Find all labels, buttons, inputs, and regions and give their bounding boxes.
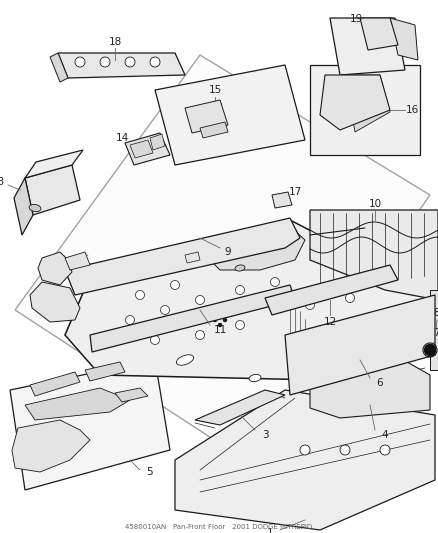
Text: 6: 6 xyxy=(376,378,382,388)
Polygon shape xyxy=(344,75,389,132)
Text: 18: 18 xyxy=(108,37,121,47)
Polygon shape xyxy=(25,150,83,178)
Text: 4580010AN   Pan-Front Floor   2001 DODGE INTREPID: 4580010AN Pan-Front Floor 2001 DODGE INT… xyxy=(125,524,312,530)
Circle shape xyxy=(270,278,279,287)
Polygon shape xyxy=(25,165,80,215)
Circle shape xyxy=(135,290,144,300)
Polygon shape xyxy=(25,388,130,420)
Text: 11: 11 xyxy=(213,325,226,335)
Polygon shape xyxy=(85,362,125,381)
Text: 3: 3 xyxy=(261,430,268,440)
Circle shape xyxy=(100,57,110,67)
Text: 12: 12 xyxy=(323,317,336,327)
Text: 14: 14 xyxy=(115,133,128,143)
Polygon shape xyxy=(184,100,227,133)
Ellipse shape xyxy=(248,374,260,382)
Polygon shape xyxy=(329,18,404,75)
Text: 13: 13 xyxy=(0,177,5,187)
Polygon shape xyxy=(150,134,165,150)
Text: 16: 16 xyxy=(404,105,418,115)
Polygon shape xyxy=(200,222,304,270)
Circle shape xyxy=(299,445,309,455)
Polygon shape xyxy=(14,178,33,235)
Polygon shape xyxy=(359,18,397,50)
Text: 15: 15 xyxy=(208,85,221,95)
Polygon shape xyxy=(65,252,90,270)
Circle shape xyxy=(223,319,226,321)
Circle shape xyxy=(235,286,244,295)
Polygon shape xyxy=(58,53,184,78)
Polygon shape xyxy=(30,282,80,322)
Circle shape xyxy=(150,57,159,67)
Circle shape xyxy=(339,445,349,455)
Polygon shape xyxy=(175,390,434,530)
Polygon shape xyxy=(265,265,397,315)
Text: 1: 1 xyxy=(266,528,273,533)
Ellipse shape xyxy=(176,355,193,365)
Polygon shape xyxy=(12,420,90,472)
Polygon shape xyxy=(184,252,200,263)
Circle shape xyxy=(125,316,134,325)
Polygon shape xyxy=(15,55,429,460)
Polygon shape xyxy=(155,65,304,165)
Polygon shape xyxy=(10,360,170,490)
Polygon shape xyxy=(309,210,437,300)
Circle shape xyxy=(75,57,85,67)
Circle shape xyxy=(305,301,314,310)
Circle shape xyxy=(345,294,354,303)
Text: 5: 5 xyxy=(146,467,153,477)
Text: 8: 8 xyxy=(433,308,438,318)
Text: 19: 19 xyxy=(349,14,362,24)
Circle shape xyxy=(355,335,364,344)
Polygon shape xyxy=(30,372,80,396)
Circle shape xyxy=(195,330,204,340)
Circle shape xyxy=(125,57,135,67)
Circle shape xyxy=(424,344,434,356)
Polygon shape xyxy=(90,285,294,352)
Circle shape xyxy=(379,445,389,455)
Text: 10: 10 xyxy=(367,199,381,209)
Circle shape xyxy=(160,305,169,314)
Circle shape xyxy=(218,324,221,327)
Polygon shape xyxy=(130,140,153,158)
Polygon shape xyxy=(115,388,148,402)
Circle shape xyxy=(213,319,216,321)
Polygon shape xyxy=(65,218,299,295)
Polygon shape xyxy=(50,53,68,82)
Polygon shape xyxy=(309,358,429,418)
Polygon shape xyxy=(38,252,72,285)
Circle shape xyxy=(235,320,244,329)
Polygon shape xyxy=(429,290,437,370)
Polygon shape xyxy=(284,295,434,395)
Polygon shape xyxy=(309,65,419,155)
Circle shape xyxy=(170,280,179,289)
Text: 4: 4 xyxy=(381,430,388,440)
Text: 9: 9 xyxy=(224,247,231,257)
Polygon shape xyxy=(65,220,434,380)
Polygon shape xyxy=(389,18,417,60)
Text: 7: 7 xyxy=(432,328,438,338)
Ellipse shape xyxy=(234,265,244,271)
Circle shape xyxy=(385,316,394,325)
Circle shape xyxy=(195,295,204,304)
Text: 17: 17 xyxy=(288,187,301,197)
Polygon shape xyxy=(200,122,227,138)
Polygon shape xyxy=(194,390,284,425)
Polygon shape xyxy=(319,75,389,130)
Ellipse shape xyxy=(29,204,41,212)
Circle shape xyxy=(150,335,159,344)
Polygon shape xyxy=(272,192,291,208)
Polygon shape xyxy=(125,133,170,165)
